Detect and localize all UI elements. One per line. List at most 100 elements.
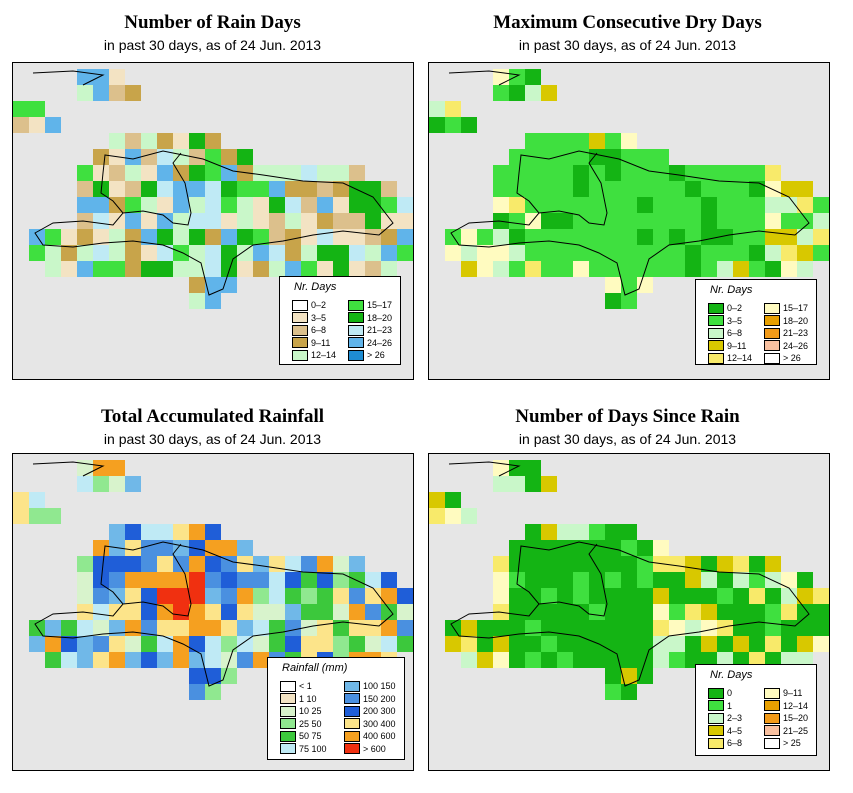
grid-cell bbox=[93, 149, 109, 165]
grid-cell bbox=[381, 261, 397, 277]
grid-cell bbox=[669, 197, 685, 213]
grid-cell bbox=[733, 572, 749, 588]
grid-cell bbox=[573, 165, 589, 181]
panel-3-subtitle: in past 30 days, as of 24 Jun. 2013 bbox=[103, 431, 322, 447]
grid-cell bbox=[429, 508, 445, 524]
grid-cell bbox=[173, 524, 189, 540]
legend-swatch bbox=[708, 712, 724, 724]
grid-cell bbox=[685, 636, 701, 652]
grid-cell bbox=[109, 261, 125, 277]
grid-cell bbox=[637, 652, 653, 668]
grid-cell bbox=[461, 117, 477, 133]
legend-label: 3–5 bbox=[311, 312, 327, 323]
grid-cell bbox=[269, 572, 285, 588]
coastline bbox=[448, 70, 810, 296]
grid-cell bbox=[765, 261, 781, 277]
legend-swatch bbox=[348, 299, 364, 311]
grid-cell bbox=[77, 245, 93, 261]
grid-cell bbox=[285, 197, 301, 213]
grid-cell bbox=[605, 245, 621, 261]
grid-cell bbox=[365, 229, 381, 245]
grid-cell bbox=[749, 620, 765, 636]
grid-cell bbox=[205, 261, 221, 277]
grid-cell bbox=[205, 293, 221, 309]
legend-label: 400 600 bbox=[363, 731, 396, 741]
legend-swatch bbox=[708, 687, 724, 699]
grid-cell bbox=[493, 229, 509, 245]
grid-cell bbox=[541, 181, 557, 197]
legend-label: 3–5 bbox=[727, 315, 743, 326]
grid-cell bbox=[141, 197, 157, 213]
grid-cell bbox=[301, 197, 317, 213]
grid-cell bbox=[29, 492, 45, 508]
grid-cell bbox=[605, 668, 621, 684]
grid-cell bbox=[797, 229, 813, 245]
legend-swatch bbox=[344, 743, 360, 754]
grid-cell bbox=[461, 652, 477, 668]
grid-cell bbox=[333, 636, 349, 652]
grid-cell bbox=[301, 604, 317, 620]
grid-cell bbox=[733, 165, 749, 181]
grid-cell bbox=[557, 133, 573, 149]
grid-cell bbox=[717, 588, 733, 604]
grid-cell bbox=[669, 245, 685, 261]
grid-cell bbox=[29, 245, 45, 261]
legend-swatch bbox=[280, 730, 296, 742]
grid-cell bbox=[621, 213, 637, 229]
legend-title: Rainfall (mm) bbox=[282, 662, 348, 674]
grid-cell bbox=[701, 213, 717, 229]
grid-cell bbox=[541, 476, 557, 492]
grid-cell bbox=[685, 181, 701, 197]
grid-cell bbox=[717, 229, 733, 245]
grid-cell bbox=[381, 181, 397, 197]
grid-cell bbox=[205, 133, 221, 149]
grid-cell bbox=[173, 133, 189, 149]
grid-cell bbox=[733, 213, 749, 229]
grid-cell bbox=[509, 149, 525, 165]
grid-cell bbox=[573, 133, 589, 149]
grid-cell bbox=[669, 572, 685, 588]
grid-cell bbox=[285, 588, 301, 604]
grid-cell bbox=[765, 588, 781, 604]
grid-cell bbox=[349, 197, 365, 213]
grid-cell bbox=[237, 261, 253, 277]
grid-cell bbox=[509, 85, 525, 101]
grid-cell bbox=[621, 604, 637, 620]
grid-cell bbox=[557, 229, 573, 245]
grid-cell bbox=[573, 540, 589, 556]
grid-cell bbox=[13, 508, 29, 524]
grid-cell bbox=[541, 588, 557, 604]
grid-cell bbox=[29, 229, 45, 245]
grid-cell bbox=[541, 261, 557, 277]
grid-cell bbox=[637, 197, 653, 213]
grid-cell bbox=[109, 604, 125, 620]
grid-cell bbox=[269, 588, 285, 604]
grid-cell bbox=[301, 588, 317, 604]
grid-cell bbox=[45, 117, 61, 133]
grid-cell bbox=[525, 572, 541, 588]
grid-cell bbox=[109, 572, 125, 588]
legend-label: > 25 bbox=[783, 738, 801, 748]
grid-cell bbox=[541, 540, 557, 556]
legend-label: > 26 bbox=[783, 353, 801, 363]
grid-cell bbox=[605, 277, 621, 293]
rain-days-legend: Nr. Days 0–2 3–5 6–8 9–11 12–14 15–17 18–20 21–… bbox=[279, 276, 401, 365]
max-dry-days-legend: Nr. Days 0–2 3–5 6–8 9–11 12–14 15–17 18–20 21–… bbox=[695, 279, 817, 365]
grid-cell bbox=[349, 556, 365, 572]
grid-cell bbox=[717, 604, 733, 620]
grid-cell bbox=[557, 556, 573, 572]
grid-cell bbox=[509, 604, 525, 620]
legend-swatch bbox=[280, 705, 296, 717]
grid-cell bbox=[125, 540, 141, 556]
grid-cell bbox=[621, 556, 637, 572]
grid-cell bbox=[397, 229, 413, 245]
grid-cell bbox=[605, 197, 621, 213]
grid-cell bbox=[125, 652, 141, 668]
grid-cell bbox=[29, 101, 45, 117]
grid-cell bbox=[605, 293, 621, 309]
grid-cell bbox=[653, 149, 669, 165]
legend-item: 3–5 bbox=[708, 315, 742, 327]
grid-cell bbox=[509, 229, 525, 245]
grid-cell bbox=[509, 636, 525, 652]
grid-cell bbox=[493, 197, 509, 213]
